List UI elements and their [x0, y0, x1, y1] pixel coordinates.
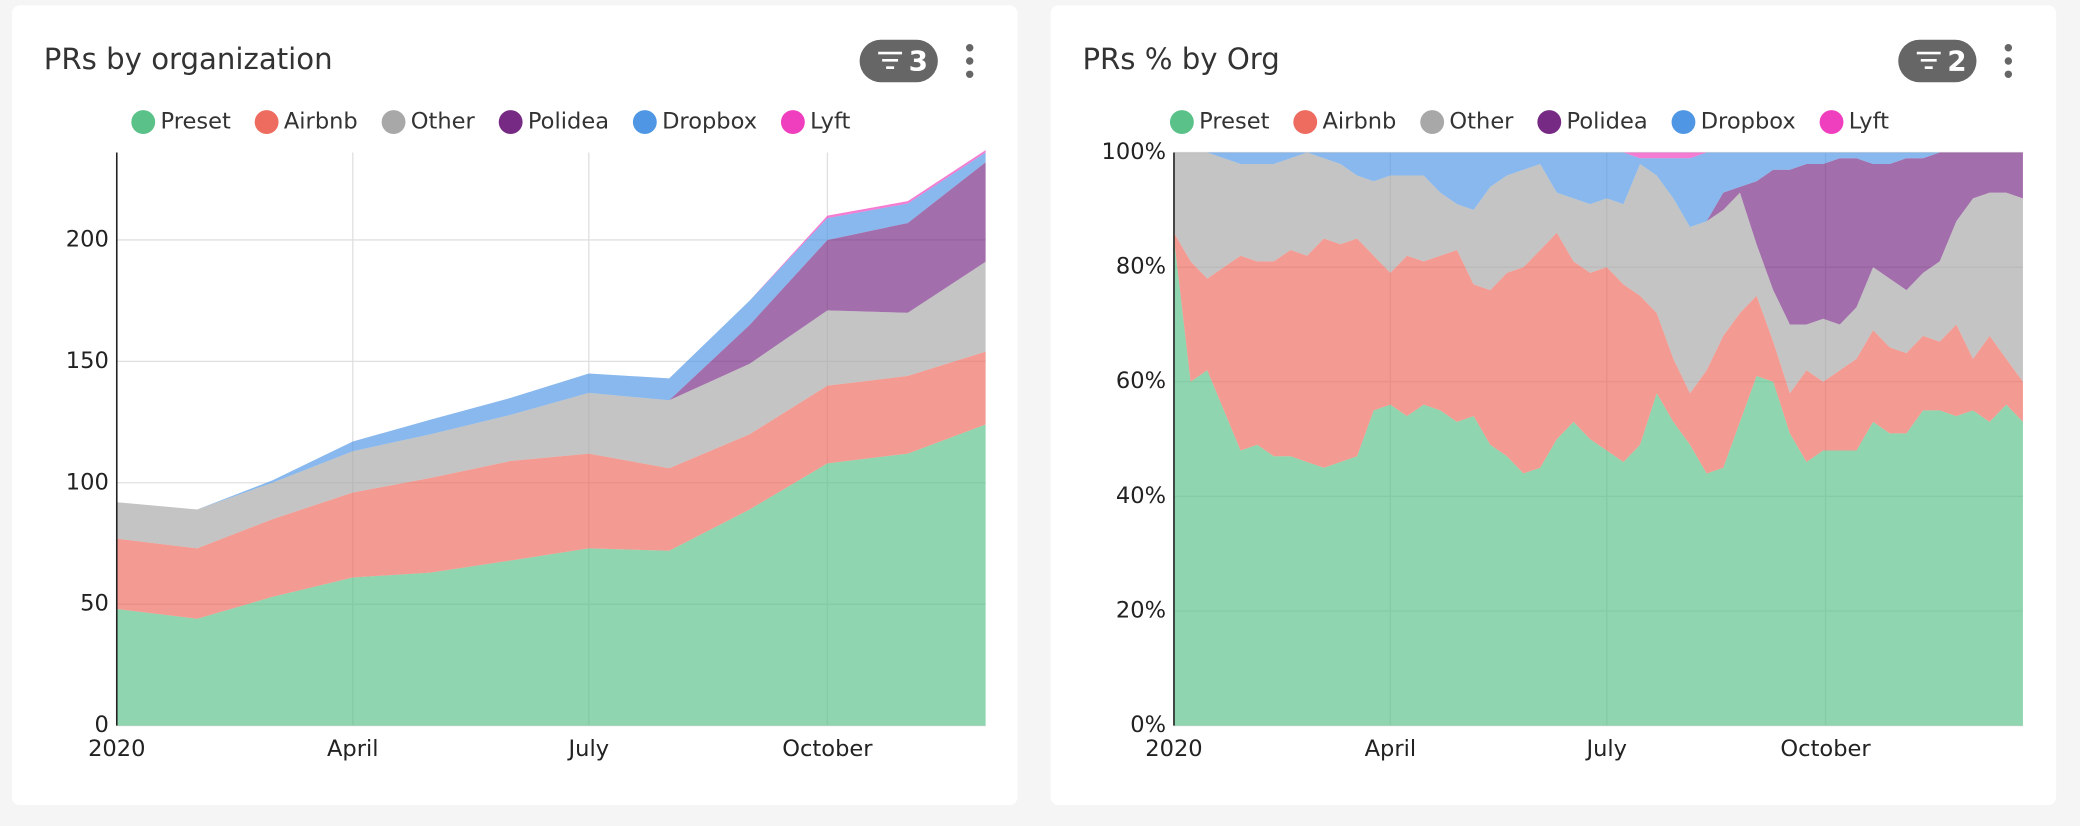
y-tick-label: 60% [1116, 368, 1166, 394]
legend-label: Other [411, 109, 476, 135]
y-tick-label: 150 [66, 348, 109, 374]
menu-dot[interactable] [965, 57, 974, 65]
x-tick-label: October [782, 736, 873, 762]
legend-label: Preset [1199, 109, 1269, 135]
area [1173, 152, 2023, 394]
legend-swatch [1293, 110, 1318, 134]
legend-swatch [780, 110, 805, 134]
more-menu[interactable] [2004, 44, 2013, 78]
legend-label: Airbnb [1323, 109, 1397, 135]
y-tick-label: 200 [66, 226, 109, 252]
filter-badge[interactable]: 3 [859, 39, 938, 83]
badge-count[interactable]: 2 [1947, 44, 1966, 77]
legend-label: Polidea [1567, 109, 1648, 135]
legend-label: Dropbox [662, 109, 757, 135]
legend-swatch [498, 110, 523, 134]
x-tick-label: July [567, 736, 610, 762]
legend-label: Dropbox [1701, 109, 1796, 135]
area [116, 261, 986, 549]
chart-title: PRs by organization [44, 42, 333, 76]
legend-swatch [1819, 110, 1844, 134]
x-tick-label: October [1780, 736, 1871, 762]
legend-label: Polidea [528, 109, 609, 135]
more-menu[interactable] [965, 44, 974, 78]
filter-badge[interactable]: 2 [1898, 39, 1977, 83]
legend-swatch [254, 110, 279, 134]
legend-swatch [131, 110, 156, 134]
legend: Preset Airbnb Other Polidea Dropbox Lyft [131, 109, 851, 135]
y-tick-label: 100 [66, 469, 109, 495]
area [116, 424, 986, 726]
chart-card: PRs % by Org 2 Preset Airbnb Other Polidea Dro… [1050, 5, 2057, 806]
menu-dot[interactable] [2004, 57, 2013, 65]
x-tick-label: July [1584, 736, 1627, 762]
y-tick-label: 40% [1116, 483, 1166, 509]
legend-label: Lyft [810, 109, 850, 135]
menu-dot[interactable] [965, 70, 974, 78]
legend-label: Preset [160, 109, 230, 135]
badge-background[interactable] [1898, 39, 1977, 83]
area [1173, 152, 2023, 228]
x-tick-label: April [1365, 736, 1417, 762]
badge-count[interactable]: 3 [909, 44, 928, 77]
chart-card: PRs by organization 3 Preset Airbnb Other Pol… [11, 5, 1018, 806]
legend-swatch [1169, 110, 1194, 134]
legend-label: Other [1449, 109, 1514, 135]
legend-swatch [632, 110, 657, 134]
x-tick-label: 2020 [88, 736, 145, 762]
area [1173, 232, 2023, 474]
area [1173, 152, 2023, 325]
y-tick-label: 0 [94, 712, 108, 738]
y-tick-label: 50 [80, 591, 109, 617]
y-tick-label: 100% [1102, 139, 1166, 165]
area [1173, 238, 2023, 726]
menu-dot[interactable] [2004, 70, 2013, 78]
y-tick-label: 20% [1116, 597, 1166, 623]
legend-swatch [1537, 110, 1562, 134]
legend-swatch [1671, 110, 1696, 134]
legend-swatch [381, 110, 406, 134]
badge-background[interactable] [859, 39, 938, 83]
legend-label: Lyft [1849, 109, 1889, 135]
chart-title: PRs % by Org [1082, 42, 1279, 76]
y-tick-label: 0% [1130, 712, 1166, 738]
menu-dot[interactable] [965, 44, 974, 52]
area [116, 351, 986, 619]
y-tick-label: 80% [1116, 254, 1166, 280]
x-tick-label: 2020 [1145, 736, 1202, 762]
x-tick-label: April [327, 736, 379, 762]
legend-swatch [1420, 110, 1445, 134]
menu-dot[interactable] [2004, 44, 2013, 52]
legend-label: Airbnb [284, 109, 358, 135]
legend: Preset Airbnb Other Polidea Dropbox Lyft [1169, 109, 1889, 135]
